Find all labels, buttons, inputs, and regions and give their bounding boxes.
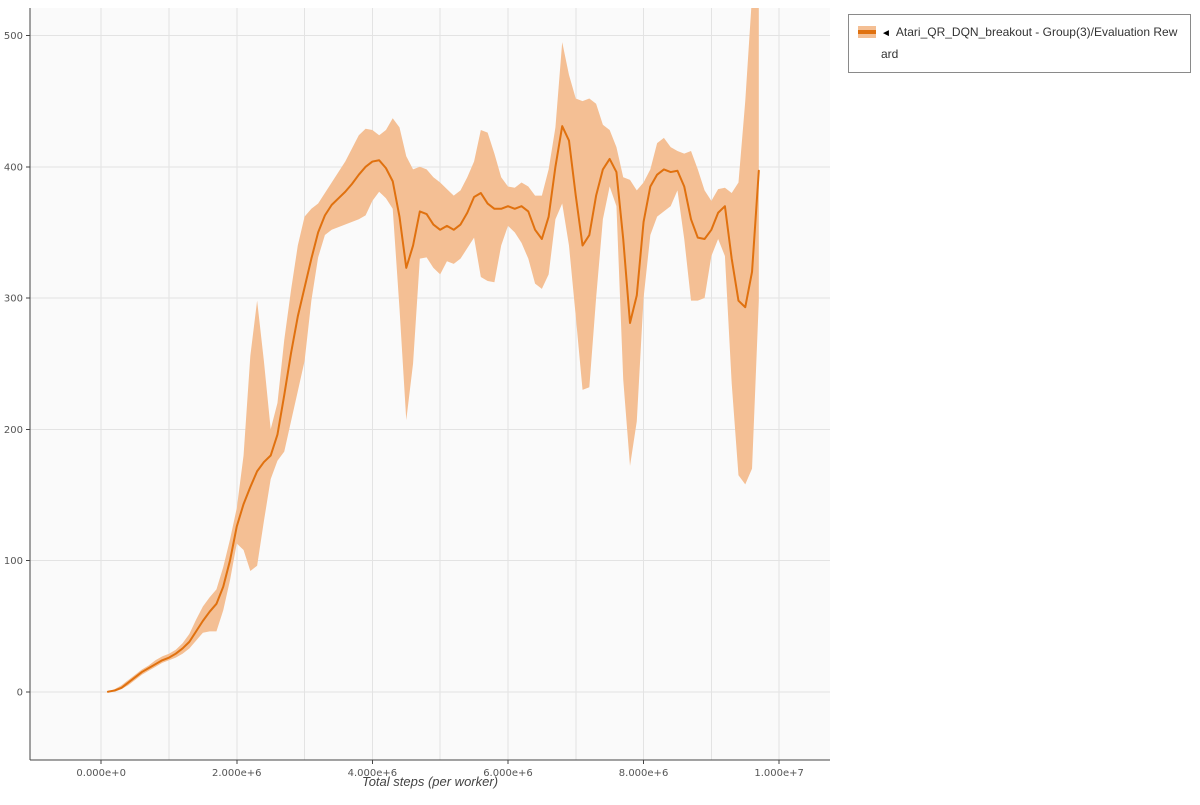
svg-text:500: 500: [4, 31, 23, 42]
svg-text:100: 100: [4, 556, 23, 567]
svg-text:8.000e+6: 8.000e+6: [619, 768, 669, 779]
plot-canvas[interactable]: 0 100 200 300 400 500 0.000e+0 2.000e+6 4.000e+6…: [0, 0, 840, 800]
svg-text:6.000e+6: 6.000e+6: [483, 768, 533, 779]
svg-text:400: 400: [4, 162, 23, 173]
legend-swatch-icon: [858, 26, 876, 38]
svg-text:300: 300: [4, 294, 23, 305]
svg-text:4.000e+6: 4.000e+6: [348, 768, 398, 779]
svg-text:1.000e+7: 1.000e+7: [754, 768, 804, 779]
x-axis-label: Total steps (per worker): [361, 774, 499, 789]
svg-text:200: 200: [4, 425, 23, 436]
legend: ◄ Atari_QR_DQN_breakout - Group(3)/Evalua…: [848, 14, 1191, 73]
svg-text:2.000e+6: 2.000e+6: [212, 768, 262, 779]
legend-series-name: Atari_QR_DQN_breakout - Group(3)/Evaluat…: [881, 25, 1178, 61]
legend-collapse-icon[interactable]: ◄: [881, 28, 891, 39]
svg-text:0: 0: [17, 687, 23, 698]
svg-text:0.000e+0: 0.000e+0: [76, 768, 126, 779]
legend-item[interactable]: ◄ Atari_QR_DQN_breakout - Group(3)/Evalua…: [858, 22, 1181, 65]
legend-label: ◄ Atari_QR_DQN_breakout - Group(3)/Evalua…: [881, 22, 1181, 65]
